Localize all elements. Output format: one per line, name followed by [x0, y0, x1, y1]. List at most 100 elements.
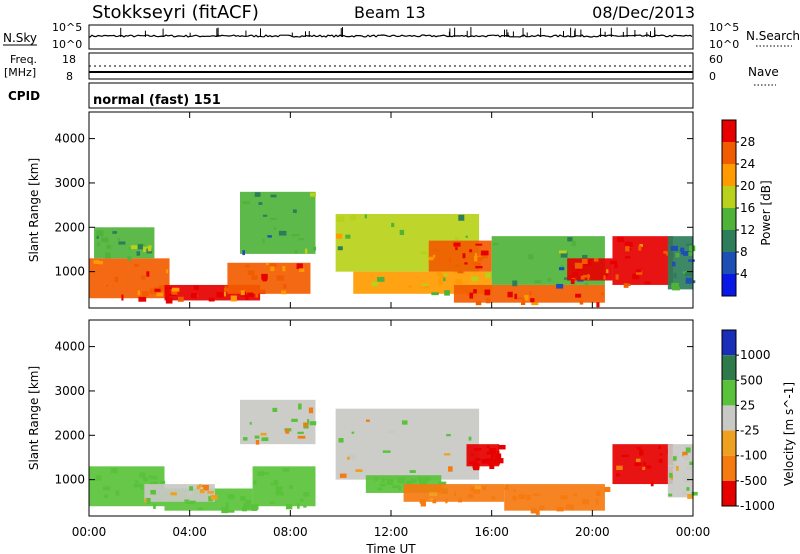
heatmap-speckle: [490, 454, 494, 459]
heatmap-speckle: [303, 505, 307, 508]
heatmap-speckle: [685, 277, 692, 284]
heatmap-speckle: [504, 485, 509, 489]
heatmap-speckle: [392, 485, 400, 489]
heatmap-speckle: [210, 494, 218, 500]
colorbar-tick-label: -25: [740, 424, 760, 438]
heatmap-speckle: [285, 428, 290, 434]
heatmap-speckle: [207, 491, 214, 494]
heatmap-speckle: [127, 256, 132, 261]
heatmap-speckle: [414, 487, 418, 490]
heatmap-speckle: [96, 234, 99, 239]
x-tick-label: 04:00: [172, 525, 207, 539]
heatmap-speckle: [187, 491, 193, 496]
heatmap-speckle: [531, 302, 539, 306]
heatmap-speckle: [103, 494, 109, 499]
heatmap-speckle: [224, 285, 227, 292]
heatmap-speckle: [582, 274, 591, 278]
heatmap-speckle: [366, 419, 370, 422]
heatmap-speckle: [309, 421, 317, 426]
colorbar-tick-label: -500: [740, 474, 767, 488]
colorbar-swatch: [722, 186, 736, 208]
heatmap-speckle: [429, 498, 434, 501]
heatmap-speckle: [581, 258, 588, 265]
heatmap-speckle: [208, 496, 213, 502]
colorbar-swatch: [722, 142, 736, 164]
heatmap-speckle: [112, 231, 117, 234]
heatmap-speckle: [688, 251, 694, 256]
heatmap-speckle: [304, 248, 308, 254]
heatmap-speckle: [251, 275, 258, 280]
heatmap-speckle: [445, 498, 448, 504]
power-y-label: Slant Range [km]: [27, 158, 41, 262]
heatmap-speckle: [270, 266, 275, 272]
heatmap-speckle: [584, 282, 589, 286]
heatmap-speckle: [454, 491, 457, 496]
heatmap-speckle: [593, 258, 599, 262]
heatmap-speckle: [485, 298, 491, 304]
x-tick-label: 00:00: [72, 525, 107, 539]
colorbar-tick-label: 28: [740, 135, 755, 149]
heatmap-speckle: [682, 491, 687, 496]
heatmap-speckle: [432, 254, 436, 258]
heatmap-speckle: [638, 245, 642, 251]
heatmap-speckle: [547, 277, 552, 282]
heatmap-speckle: [381, 478, 385, 483]
heatmap-speckle: [249, 421, 252, 425]
heatmap-speckle: [484, 289, 491, 296]
heatmap-speckle: [556, 506, 564, 512]
heatmap-speckle: [355, 469, 363, 473]
heatmap-speckle: [146, 271, 150, 277]
heatmap-speckle: [244, 501, 248, 504]
heatmap-speckle: [189, 486, 194, 491]
heatmap-speckle: [409, 479, 417, 483]
heatmap-speckle: [438, 481, 447, 486]
heatmap-speckle: [139, 472, 146, 478]
heatmap-speckle: [410, 484, 414, 488]
heatmap-speckle: [571, 240, 576, 246]
heatmap-speckle: [644, 281, 651, 285]
y-tick-label: 2000: [54, 428, 85, 442]
heatmap-speckle: [189, 500, 196, 504]
power-colorbar: 4 8 12 16 20 24 28: [721, 119, 755, 297]
heatmap-speckle: [580, 275, 585, 280]
heatmap-speckle: [283, 469, 287, 472]
heatmap-speckle: [171, 287, 180, 292]
heatmap-speckle: [469, 249, 473, 253]
nave-tick-low: 0: [709, 70, 716, 83]
heatmap-cell: [612, 236, 673, 285]
heatmap-speckle: [401, 420, 408, 425]
power-data: [89, 191, 696, 308]
heatmap-speckle: [255, 293, 259, 298]
nsearch-tick-high: 10^5: [709, 21, 739, 34]
nave-label: Nave: [748, 65, 779, 79]
heatmap-speckle: [530, 298, 535, 303]
heatmap-speckle: [579, 300, 584, 305]
heatmap-speckle: [663, 250, 668, 254]
heatmap-speckle: [282, 265, 286, 272]
heatmap-speckle: [285, 503, 293, 510]
heatmap-speckle: [468, 436, 472, 441]
heatmap-speckle: [635, 269, 642, 273]
heatmap-speckle: [458, 214, 465, 221]
colorbar-tick-label: -1000: [740, 499, 775, 513]
heatmap-speckle: [297, 503, 300, 509]
heatmap-speckle: [106, 244, 111, 249]
heatmap-speckle: [148, 475, 153, 478]
heatmap-speckle: [142, 290, 149, 297]
heatmap-speckle: [300, 498, 304, 502]
heatmap-speckle: [267, 235, 272, 238]
heatmap-speckle: [454, 237, 460, 242]
heatmap-speckle: [621, 454, 629, 458]
colorbar-swatch: [722, 164, 736, 186]
heatmap-speckle: [118, 241, 126, 245]
heatmap-cell: [240, 191, 316, 254]
heatmap-speckle: [615, 472, 620, 477]
heatmap-speckle: [407, 285, 413, 288]
heatmap-speckle: [438, 279, 443, 286]
heatmap-speckle: [484, 272, 493, 278]
nsearch-tick-low: 10^0: [709, 38, 739, 51]
heatmap-speckle: [446, 433, 451, 437]
y-tick-label: 1000: [54, 265, 85, 279]
heatmap-speckle: [443, 453, 451, 456]
